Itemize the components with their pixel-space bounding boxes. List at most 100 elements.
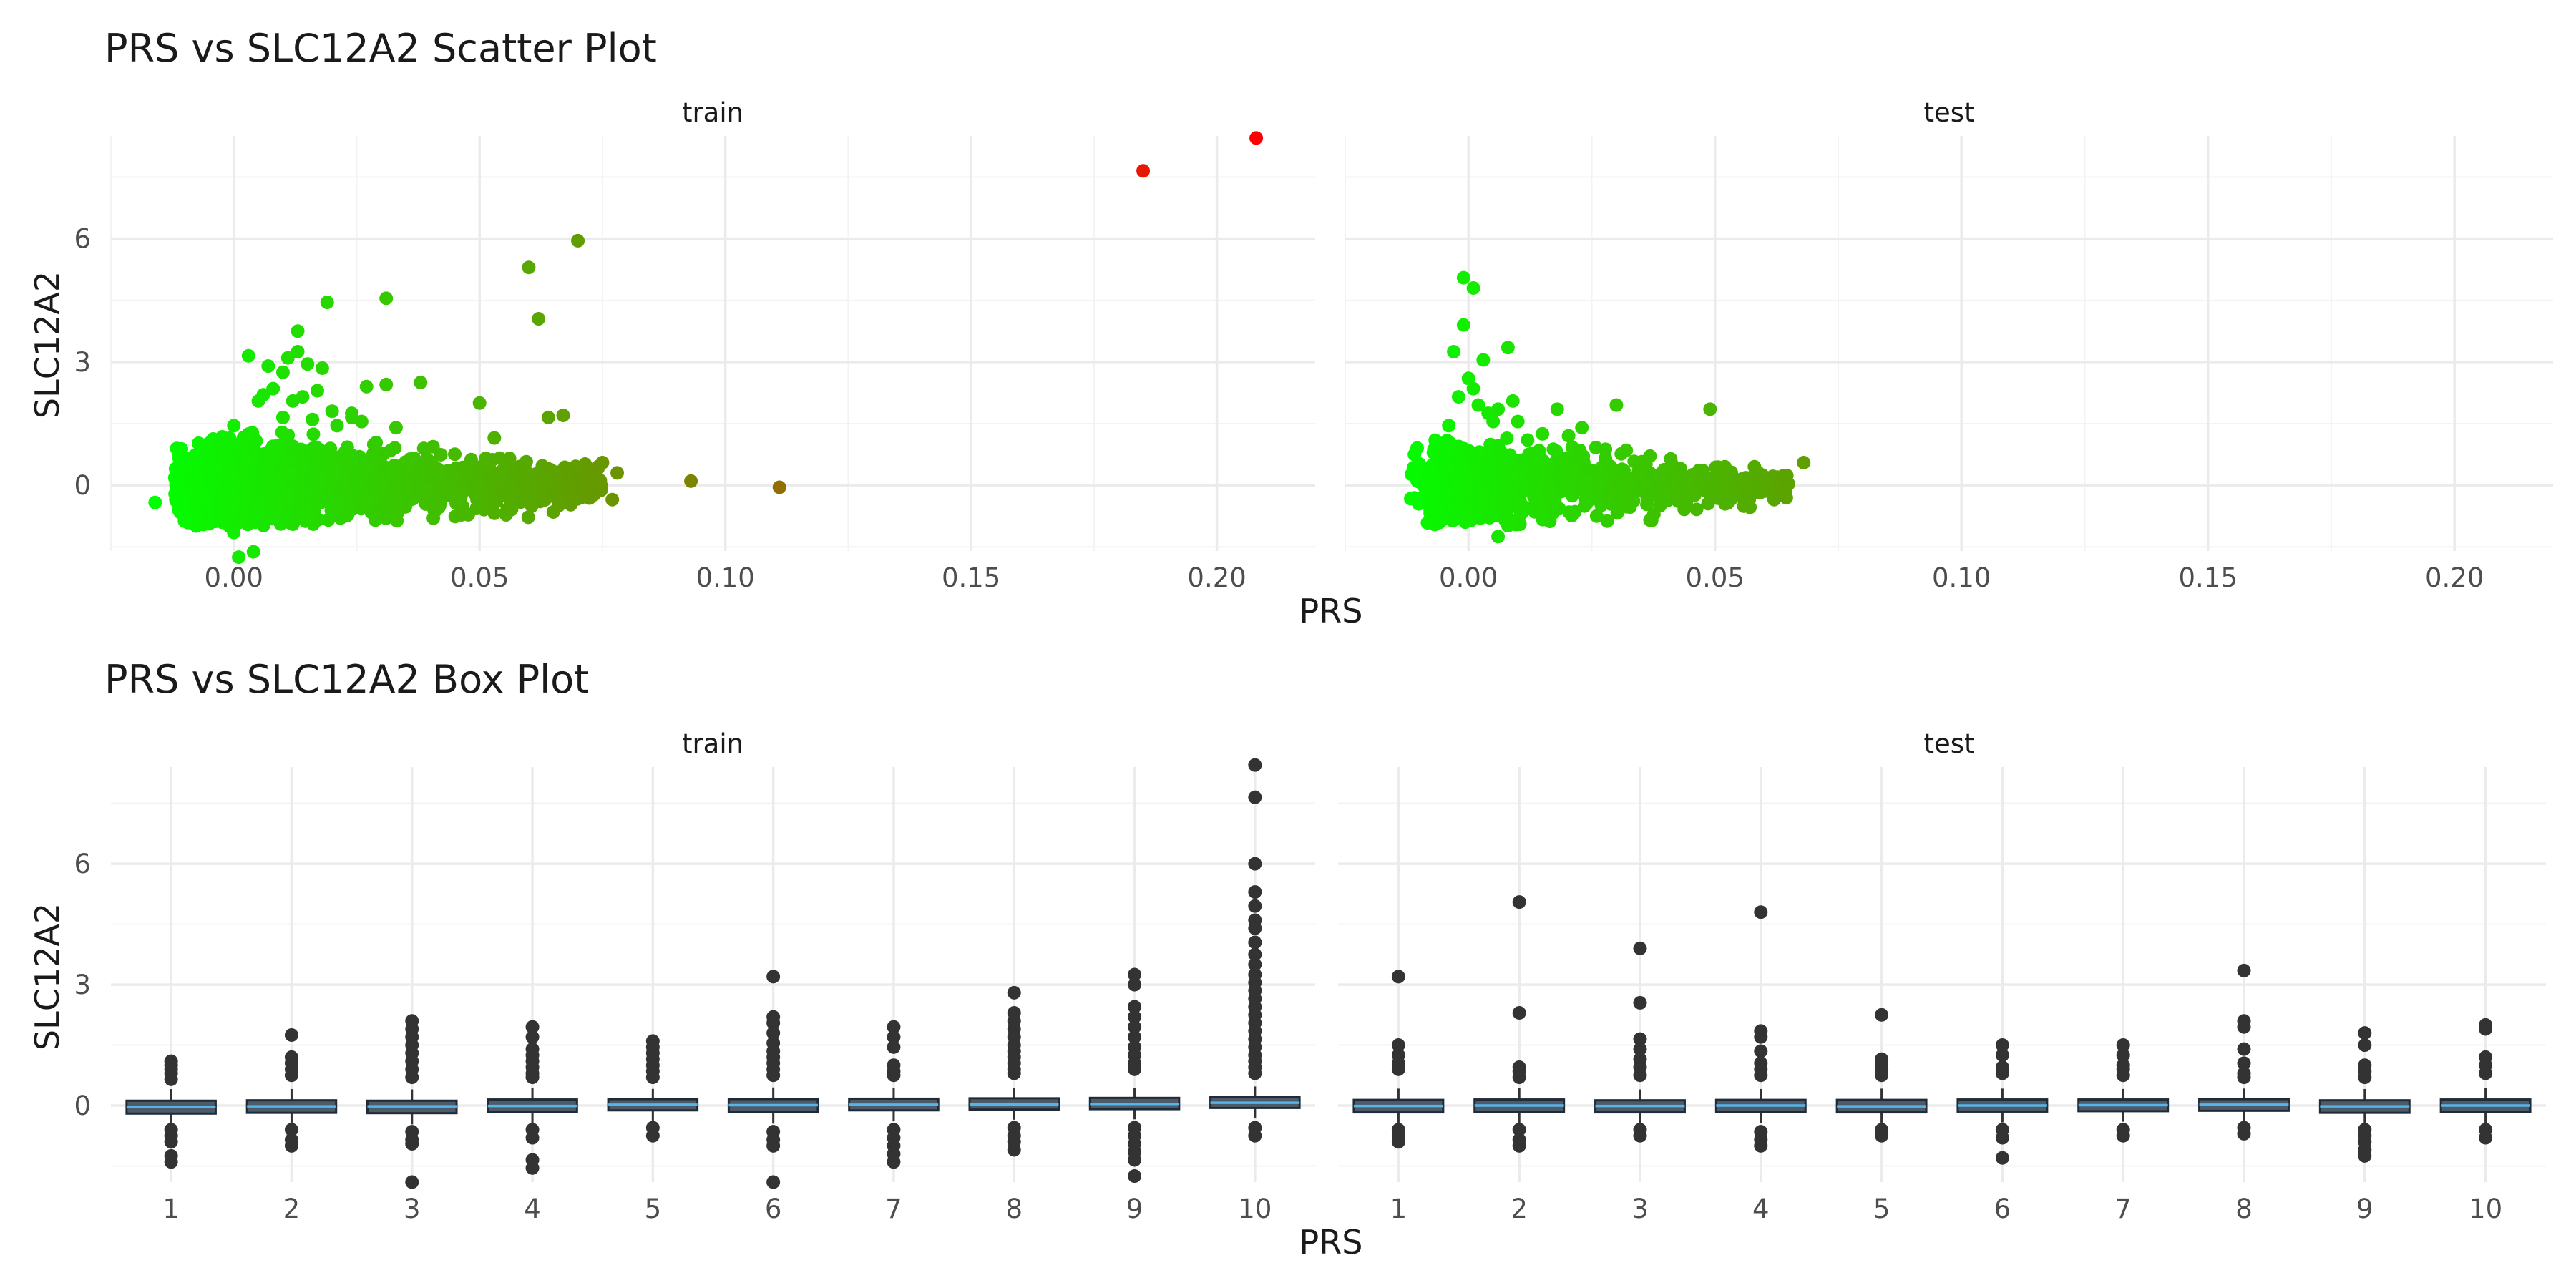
scatter-point: [240, 432, 255, 447]
scatter-point: [283, 467, 297, 481]
scatter-point: [1511, 414, 1525, 429]
box-outlier: [766, 1016, 781, 1030]
scatter-point: [1461, 371, 1475, 386]
box-outlier: [1754, 1068, 1768, 1083]
box-outlier: [766, 1068, 781, 1083]
box-outlier: [1007, 985, 1021, 1000]
box-outlier: [525, 1020, 540, 1034]
scatter-point: [1600, 514, 1614, 528]
box-outlier: [1391, 1135, 1405, 1149]
box-outlier: [405, 1175, 419, 1189]
scatter-point: [177, 482, 192, 497]
scatter-point: [309, 478, 323, 492]
scatter-point: [1740, 482, 1755, 496]
x-tick-label: 0.05: [1686, 562, 1745, 593]
scatter-point: [254, 477, 268, 492]
box-outlier: [1248, 935, 1262, 950]
scatter-point: [399, 483, 413, 497]
scatter-point: [1550, 402, 1564, 416]
scatter-point: [329, 501, 343, 515]
box-outlier: [1754, 1030, 1768, 1044]
box-outlier: [164, 1155, 178, 1169]
scatter-point: [1465, 490, 1480, 504]
x-tick-label: 0.00: [205, 562, 263, 593]
scatter-point: [1443, 435, 1457, 449]
scatter-point: [273, 517, 288, 531]
scatter-point: [301, 357, 315, 371]
scatter-point: [469, 502, 484, 516]
scatter-point: [246, 545, 260, 559]
scatter-point: [275, 365, 290, 379]
box-outlier: [1995, 1066, 2009, 1080]
box-outlier: [2358, 1038, 2372, 1053]
scatter-point: [412, 462, 426, 477]
scatter-point: [227, 525, 241, 540]
x-tick-label: 4: [524, 1194, 541, 1224]
box-outlier: [1875, 1008, 1889, 1022]
box-outlier: [1128, 1062, 1142, 1076]
scatter-point: [1611, 496, 1625, 510]
scatter-point: [521, 510, 535, 525]
box-outlier: [1633, 941, 1647, 955]
box-outlier: [1512, 1070, 1526, 1085]
scatter-point: [1620, 479, 1634, 493]
box-outlier: [2237, 1020, 2251, 1034]
scatter-point: [212, 513, 226, 527]
scatter-point: [522, 260, 536, 275]
scatter-point: [1506, 394, 1520, 408]
scatter-point: [1476, 353, 1491, 367]
box-panel-test: 1 2 3 4 5 6 7 8 9 10: [1338, 767, 2546, 1224]
scatter-point: [177, 514, 192, 528]
scatter-point: [389, 421, 403, 435]
x-tick-label: 6: [1994, 1194, 2011, 1224]
scatter-point: [1513, 508, 1528, 522]
box-outlier: [1754, 905, 1768, 919]
scatter-point: [525, 499, 539, 513]
scatter-point: [173, 457, 187, 471]
scatter-point: [266, 381, 280, 396]
scatter-point: [495, 464, 509, 478]
scatter-point: [167, 471, 182, 485]
scatter-point: [1609, 398, 1624, 412]
scatter-point: [1561, 473, 1576, 487]
scatter-point: [172, 503, 186, 517]
scatter-point: [1747, 459, 1762, 474]
box-outlier: [1128, 1020, 1142, 1034]
box-outlier: [887, 1020, 901, 1034]
scatter-point: [328, 467, 343, 481]
scatter-point: [1589, 509, 1604, 523]
box-outlier: [1512, 1123, 1526, 1137]
scatter-point: [1428, 433, 1443, 447]
scatter-point: [1405, 467, 1419, 482]
y-tick-label: 3: [74, 347, 91, 378]
box-outlier: [1128, 1030, 1142, 1044]
scatter-point: [1451, 390, 1465, 404]
scatter-point: [1412, 492, 1426, 507]
scatter-point: [1481, 509, 1496, 523]
scatter-point: [296, 390, 310, 404]
box-outlier: [1128, 967, 1142, 982]
scatter-point: [560, 481, 575, 495]
box-outlier: [525, 1030, 540, 1044]
scatter-point: [1425, 489, 1439, 504]
x-tick-label: 1: [162, 1194, 180, 1224]
scatter-point: [345, 406, 359, 421]
scatter-point: [398, 464, 412, 479]
box-outlier: [284, 1123, 298, 1137]
x-tick-label: 2: [283, 1194, 301, 1224]
box-outlier: [1248, 957, 1262, 972]
box-outlier: [1512, 1005, 1526, 1020]
scatter-point: [233, 504, 247, 519]
scatter-point: [246, 442, 260, 457]
scatter-point: [605, 492, 620, 507]
x-tick-label: 7: [885, 1194, 902, 1224]
x-tick-label: 0.05: [450, 562, 509, 593]
scatter-point: [1496, 453, 1510, 467]
box-outlier: [1248, 857, 1262, 871]
scatter-point: [1644, 513, 1659, 527]
scatter-point: [426, 439, 440, 454]
scatter-point: [426, 511, 441, 525]
scatter-point: [289, 479, 303, 493]
x-tick-label: 0.10: [696, 562, 754, 593]
scatter-point: [303, 445, 318, 459]
